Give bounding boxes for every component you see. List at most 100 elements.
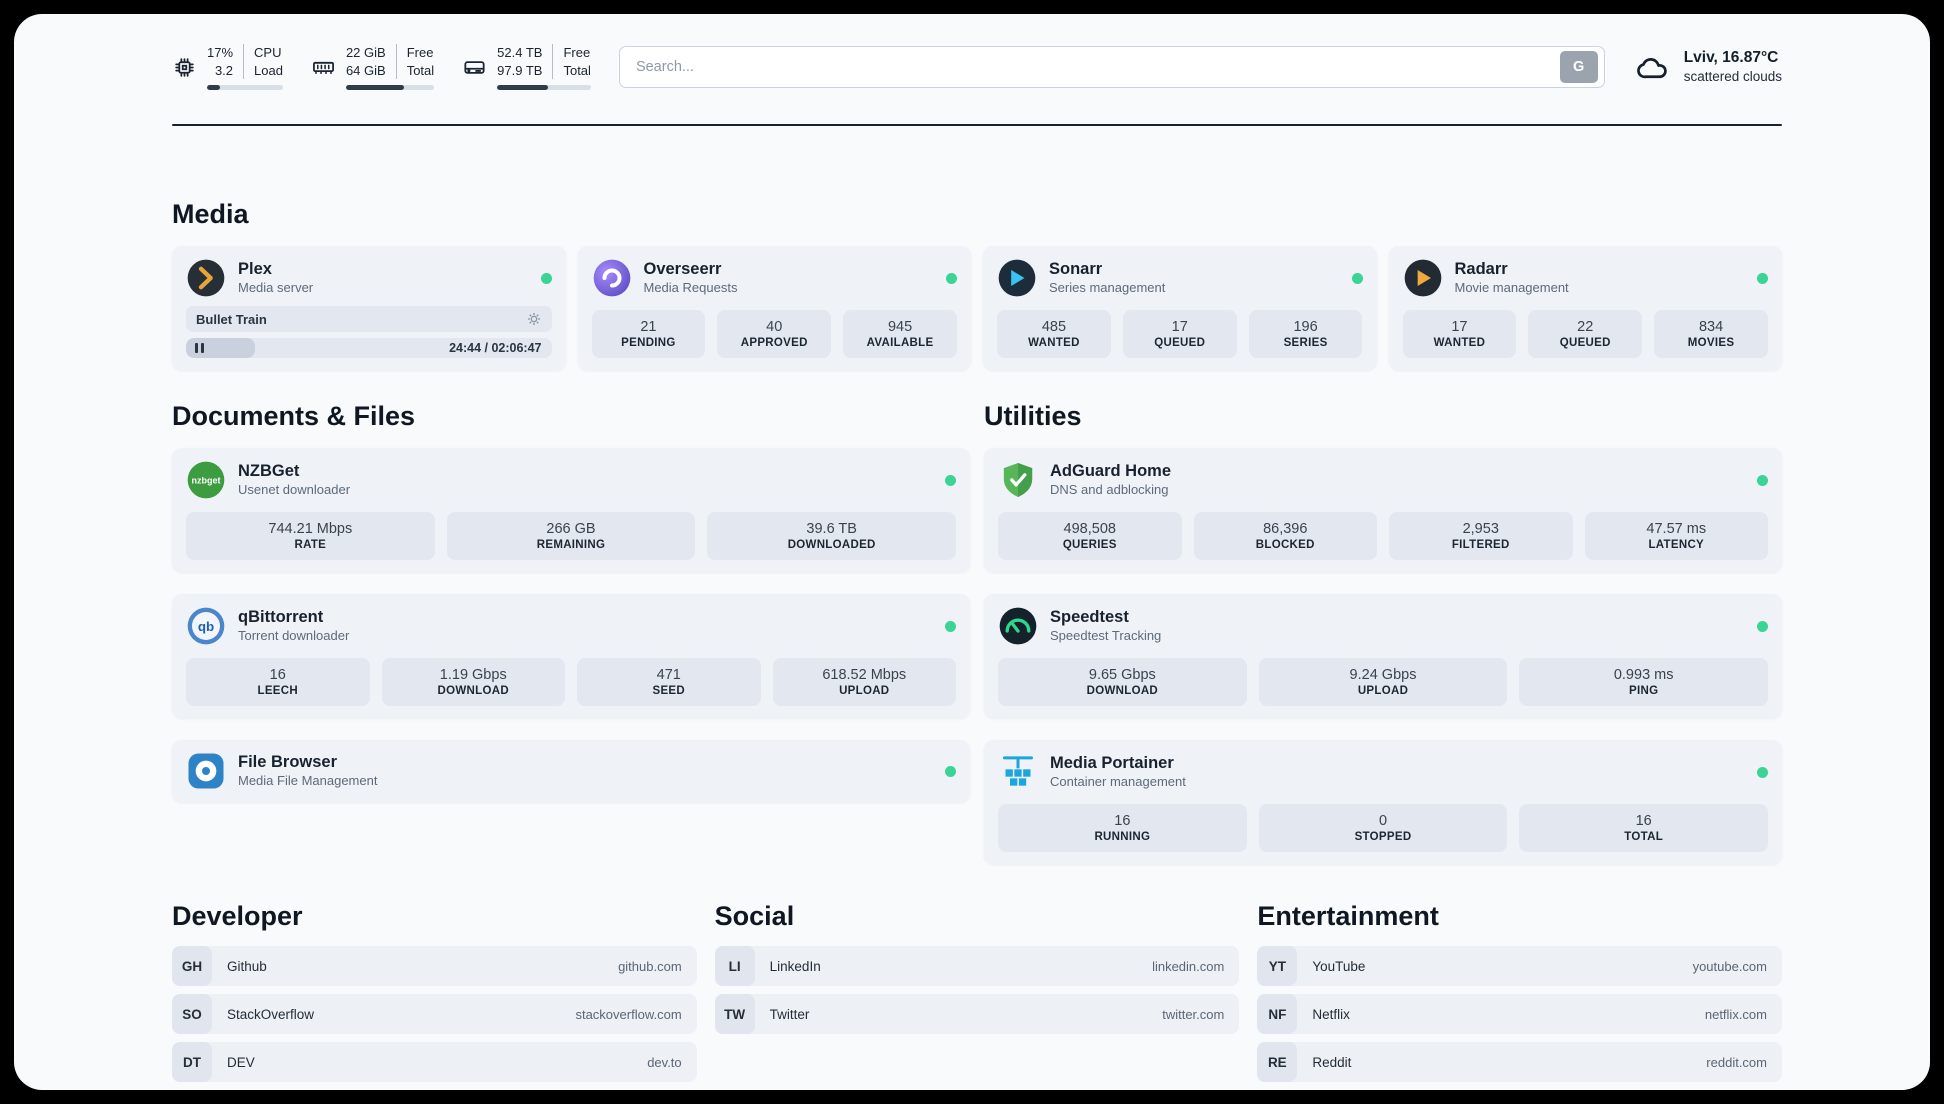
stat-rate: 744.21 Mbps RATE — [186, 512, 435, 561]
app-card-qbittorrent[interactable]: qb qBittorrent Torrent downloader 16 LEEC… — [172, 594, 970, 719]
link-row-github[interactable]: GH Github github.com — [172, 946, 697, 987]
search-input[interactable] — [635, 59, 1560, 76]
link-abbr: GH — [172, 946, 212, 987]
ram-total-value: 64 GiB — [345, 62, 386, 78]
plex-now-playing: Bullet Train 24:44 / 02:06:47 — [186, 306, 552, 359]
link-row-dev[interactable]: DT DEV dev.to — [172, 1042, 697, 1083]
entertainment-links: Entertainment YT YouTube youtube.com NF … — [1257, 900, 1782, 1083]
link-row-youtube[interactable]: YT YouTube youtube.com — [1257, 946, 1782, 987]
weather-condition: scattered clouds — [1683, 69, 1782, 85]
developer-links: Developer GH Github github.com SO StackO… — [172, 900, 697, 1083]
stat-leech: 16 LEECH — [186, 658, 370, 707]
stat-wanted: 17 WANTED — [1402, 310, 1517, 359]
dashboard-frame: 17% 3.2 CPU Load 22 Gi — [14, 14, 1930, 1090]
app-card-portainer[interactable]: Media Portainer Container management 16 R… — [984, 740, 1782, 865]
disk-icon — [462, 55, 487, 80]
app-card-adguard[interactable]: AdGuard Home DNS and adblocking 498,508 Q… — [984, 448, 1782, 573]
app-card-plex[interactable]: Plex Media server Bullet Train 24:44 / 0… — [172, 246, 566, 371]
cpu-icon — [172, 55, 197, 80]
search-engine-button[interactable]: G — [1559, 51, 1598, 84]
stat-upload: 618.52 Mbps UPLOAD — [772, 658, 956, 707]
section-title-developer: Developer — [172, 901, 303, 932]
divider — [395, 44, 397, 80]
status-dot — [945, 474, 956, 486]
app-name: Radarr — [1454, 259, 1508, 278]
social-links: Social LI LinkedIn linkedin.com TW Twitt… — [714, 900, 1240, 1082]
weather-widget[interactable]: Lviv, 16.87°C scattered clouds — [1635, 48, 1782, 86]
status-dot — [1757, 620, 1768, 632]
app-subtitle: Torrent downloader — [238, 628, 350, 644]
status-dot — [946, 272, 957, 284]
app-card-overseerr[interactable]: Overseerr Media Requests 21 PENDING 40 APP… — [577, 246, 971, 371]
ram-label-top: Free — [406, 45, 434, 60]
stat-running: 16 RUNNING — [998, 804, 1247, 853]
app-card-speedtest[interactable]: Speedtest Speedtest Tracking 9.65 Gbps DO… — [984, 594, 1782, 719]
adguard-icon — [998, 460, 1038, 500]
stat-seed: 471 SEED — [577, 658, 761, 707]
documents-column: Documents & Files nzbget NZBGet Usenet d… — [172, 400, 970, 864]
stat-queued: 22 QUEUED — [1528, 310, 1643, 359]
link-row-reddit[interactable]: RE Reddit reddit.com — [1257, 1042, 1782, 1083]
status-dot — [1757, 272, 1768, 284]
stat-remaining: 266 GB REMAINING — [446, 512, 696, 561]
section-title-entertainment: Entertainment — [1257, 901, 1439, 932]
pause-icon[interactable] — [195, 343, 204, 354]
app-name: Plex — [238, 259, 272, 278]
app-name: Media Portainer — [1050, 753, 1174, 772]
topbar-divider — [172, 124, 1782, 127]
stat-total: 16 TOTAL — [1519, 804, 1769, 853]
link-url: dev.to — [647, 1054, 682, 1070]
app-subtitle: Usenet downloader — [238, 482, 351, 498]
link-name: StackOverflow — [227, 1006, 315, 1022]
stat-pending: 21 PENDING — [591, 310, 706, 359]
link-url: youtube.com — [1692, 958, 1767, 974]
disk-free-value: 52.4 TB — [497, 45, 543, 60]
app-card-radarr[interactable]: Radarr Movie management 17 WANTED 22 QUEUE… — [1388, 246, 1782, 371]
stat-queries: 498,508 QUERIES — [998, 512, 1182, 561]
app-name: File Browser — [238, 752, 338, 771]
app-card-sonarr[interactable]: Sonarr Series management 485 WANTED 17 QUE… — [983, 246, 1377, 371]
now-playing-title: Bullet Train — [196, 311, 267, 327]
section-title-utilities: Utilities — [984, 401, 1082, 432]
link-row-twitter[interactable]: TW Twitter twitter.com — [714, 994, 1240, 1035]
ram-widget: 22 GiB 64 GiB Free Total — [311, 44, 435, 91]
app-name: qBittorrent — [238, 607, 324, 626]
nzbget-icon: nzbget — [186, 460, 226, 500]
app-name: AdGuard Home — [1050, 461, 1172, 480]
status-dot — [945, 765, 956, 777]
link-row-stackoverflow[interactable]: SO StackOverflow stackoverflow.com — [172, 994, 697, 1035]
media-grid: Plex Media server Bullet Train 24:44 / 0… — [172, 246, 1782, 371]
status-dot — [945, 620, 956, 632]
app-subtitle: DNS and adblocking — [1050, 482, 1169, 498]
stat-approved: 40 APPROVED — [717, 310, 832, 359]
link-row-netflix[interactable]: NF Netflix netflix.com — [1257, 994, 1782, 1035]
app-name: Speedtest — [1050, 607, 1129, 626]
gear-icon[interactable] — [526, 311, 542, 327]
stat-ping: 0.993 ms PING — [1519, 658, 1769, 707]
link-abbr: RE — [1257, 1042, 1298, 1083]
app-subtitle: Media server — [238, 280, 314, 296]
stat-downloaded: 39.6 TB DOWNLOADED — [707, 512, 957, 561]
link-abbr: NF — [1257, 994, 1298, 1035]
divider — [552, 44, 554, 80]
link-url: reddit.com — [1706, 1054, 1767, 1070]
filebrowser-icon — [186, 751, 226, 791]
app-subtitle: Movie management — [1454, 280, 1569, 296]
link-row-linkedin[interactable]: LI LinkedIn linkedin.com — [714, 946, 1240, 987]
status-dot — [1757, 474, 1768, 486]
link-name: Github — [227, 958, 267, 974]
app-card-nzbget[interactable]: nzbget NZBGet Usenet downloader 744.21 M… — [172, 448, 970, 573]
ram-free-value: 22 GiB — [345, 45, 386, 60]
stat-queued: 17 QUEUED — [1122, 310, 1237, 359]
app-card-filebrowser[interactable]: File Browser Media File Management — [172, 740, 970, 803]
svg-text:nzbget: nzbget — [192, 475, 221, 485]
cpu-widget: 17% 3.2 CPU Load — [172, 44, 283, 91]
link-abbr: LI — [714, 946, 755, 987]
status-dot — [1757, 766, 1768, 778]
link-abbr: SO — [172, 994, 212, 1035]
portainer-icon — [998, 752, 1038, 792]
disk-widget: 52.4 TB 97.9 TB Free Total — [462, 44, 591, 91]
playback-progress-bar[interactable]: 24:44 / 02:06:47 — [186, 338, 552, 359]
app-subtitle: Media Requests — [643, 280, 738, 296]
status-dot — [540, 272, 552, 284]
